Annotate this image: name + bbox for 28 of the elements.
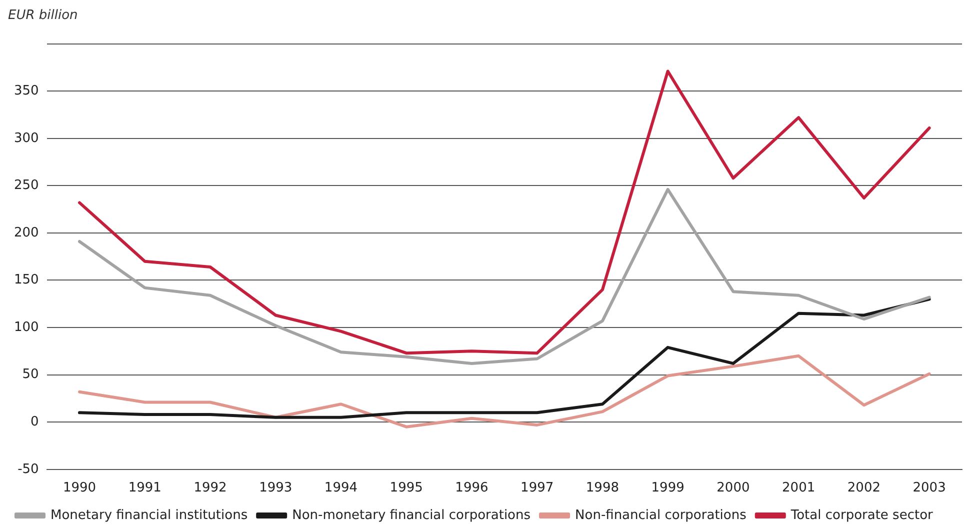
x-tick-label: 1994: [324, 480, 358, 496]
x-tick-label: 2003: [912, 480, 946, 496]
legend-label: Monetary financial institutions: [50, 508, 248, 523]
y-tick-label: 0: [30, 414, 39, 430]
x-tick-label: 1992: [194, 480, 227, 496]
x-tick-label: 1997: [520, 480, 554, 496]
y-tick-label: 200: [14, 225, 39, 240]
x-tick-label: 1995: [390, 480, 423, 496]
legend-label: Total corporate sector: [790, 508, 934, 523]
y-tick-label: 100: [14, 320, 39, 335]
y-tick-label: -50: [18, 462, 39, 477]
x-tick-label: 1993: [259, 480, 292, 496]
y-tick-label: 350: [14, 83, 39, 98]
x-tick-label: 2000: [716, 480, 750, 496]
legend-label: Non-financial corporations: [575, 508, 747, 523]
y-tick-label: 250: [14, 178, 39, 194]
x-tick-label: 1998: [586, 480, 620, 496]
legend-label: Non-monetary financial corporations: [292, 508, 531, 523]
x-tick-label: 1999: [651, 480, 684, 496]
x-tick-label: 1991: [128, 480, 162, 496]
y-axis-title: EUR billion: [8, 8, 78, 23]
x-tick-label: 2002: [847, 480, 880, 496]
x-tick-label: 1990: [62, 480, 96, 496]
x-tick-label: 1996: [455, 480, 488, 496]
y-tick-label: 50: [22, 367, 39, 382]
y-tick-label: 150: [14, 272, 39, 288]
x-tick-label: 2001: [782, 480, 816, 496]
y-tick-label: 300: [14, 130, 39, 146]
